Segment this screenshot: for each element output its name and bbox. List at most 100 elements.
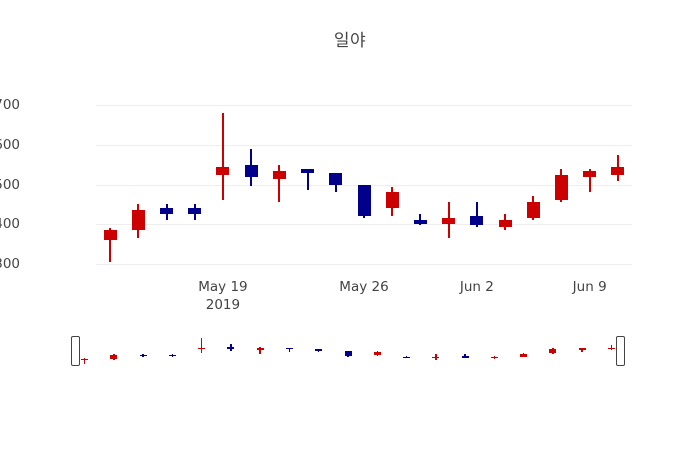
candle-body <box>329 172 343 185</box>
candle-body <box>470 216 484 226</box>
candle-body <box>103 230 117 241</box>
candlestick[interactable] <box>357 101 371 272</box>
gridline <box>96 224 632 226</box>
candlestick[interactable] <box>583 101 597 272</box>
candlestick[interactable] <box>554 101 568 272</box>
gridline <box>96 144 632 146</box>
range-slider-candle-wick <box>581 347 583 353</box>
candle-body <box>188 208 202 215</box>
x-tick-date: May 26 <box>339 279 389 295</box>
y-axis-tick-1300: 1300 <box>0 256 20 273</box>
candlestick[interactable] <box>160 101 174 272</box>
range-slider-candle-body <box>578 348 586 350</box>
x-tick-date: Jun 2 <box>459 279 494 295</box>
range-end-handle[interactable] <box>615 336 625 366</box>
candlestick[interactable] <box>470 101 484 272</box>
x-axis-tick-label: May 26 <box>339 279 388 295</box>
range-slider-candle <box>315 336 323 366</box>
candle-body <box>554 174 568 201</box>
range-slider-candle-body <box>285 347 293 350</box>
candle-body <box>131 210 145 231</box>
gridline <box>96 264 632 266</box>
candlestick[interactable] <box>413 101 427 272</box>
candlestick[interactable] <box>272 101 286 272</box>
range-slider-candle-body <box>168 354 176 357</box>
candle-body <box>357 184 371 217</box>
candlestick[interactable] <box>244 101 258 272</box>
range-slider-candle-body <box>373 352 381 355</box>
range-slider-candle <box>344 336 352 366</box>
range-slider-candle-body <box>110 355 118 359</box>
range-slider-candle-body <box>227 347 235 350</box>
candlestick[interactable] <box>188 101 202 272</box>
plot-area[interactable]: 1300 1400 1500 1600 1700 <box>0 97 632 272</box>
x-axis-tick-label: Jun 2 <box>460 279 494 295</box>
range-slider-candle <box>139 336 147 366</box>
candlestick[interactable] <box>216 101 230 272</box>
range-slider-candle-body <box>607 347 615 349</box>
range-slider[interactable] <box>70 336 626 372</box>
range-slider-candle <box>227 336 235 366</box>
range-slider-candle <box>607 336 615 366</box>
range-slider-candle-body <box>490 356 498 359</box>
candle-wick <box>588 168 591 193</box>
candle-body <box>442 218 456 225</box>
range-slider-candle <box>578 336 586 366</box>
candle-body <box>160 208 174 215</box>
range-slider-candle-body <box>344 350 352 357</box>
range-slider-candle-wick <box>259 347 261 354</box>
candle-body <box>583 170 597 177</box>
range-start-handle[interactable] <box>71 336 81 366</box>
candle-wick <box>306 168 309 191</box>
candle-wick <box>221 112 224 201</box>
candle-body <box>413 220 427 225</box>
range-slider-candle <box>432 336 440 366</box>
range-slider-candle <box>256 336 264 366</box>
candlestick[interactable] <box>442 101 456 272</box>
candle-body <box>272 170 286 179</box>
y-axis-tick-1700: 1700 <box>0 96 20 113</box>
range-slider-candle-body <box>520 353 528 357</box>
x-tick-date: May 19 <box>198 279 248 295</box>
range-slider-candle-body <box>256 348 264 350</box>
candlestick[interactable] <box>611 101 625 272</box>
candle-wick <box>278 164 281 203</box>
candle-body <box>611 166 625 175</box>
range-slider-candle <box>403 336 411 366</box>
range-slider-candle <box>81 336 89 366</box>
range-slider-candle <box>198 336 206 366</box>
candlestick[interactable] <box>385 101 399 272</box>
range-slider-candle-wick <box>83 358 86 365</box>
candlestick[interactable] <box>301 101 315 272</box>
candle-body <box>498 220 512 228</box>
candle-body <box>385 192 399 209</box>
range-slider-candle <box>110 336 118 366</box>
candle-wick <box>475 202 478 228</box>
x-axis-tick-label: Jun 9 <box>573 279 607 295</box>
candlestick[interactable] <box>131 101 145 272</box>
candle-body <box>301 168 315 173</box>
range-slider-candle-body <box>549 348 557 354</box>
range-slider-candle <box>461 336 469 366</box>
candlestick[interactable] <box>526 101 540 272</box>
range-slider-candle <box>168 336 176 366</box>
candle-wick <box>419 214 422 226</box>
x-tick-year: 2019 <box>205 297 241 313</box>
x-tick-date: Jun 9 <box>572 279 607 295</box>
range-slider-candle <box>285 336 293 366</box>
y-axis-tick-1400: 1400 <box>0 216 20 233</box>
range-slider-candle-body <box>81 358 89 361</box>
candlestick[interactable] <box>329 101 343 272</box>
range-slider-candle-body <box>315 348 323 351</box>
candlestick[interactable] <box>103 101 117 272</box>
gridline <box>96 104 632 106</box>
range-slider-candle <box>490 336 498 366</box>
candlestick[interactable] <box>498 101 512 272</box>
chart-title: 일야 <box>333 31 367 51</box>
range-slider-candle-body <box>139 354 147 357</box>
y-axis-tick-1600: 1600 <box>0 136 20 153</box>
range-slider-candle-wick <box>464 353 466 359</box>
range-slider-candle-body <box>403 356 411 359</box>
candle-wick <box>109 228 112 263</box>
